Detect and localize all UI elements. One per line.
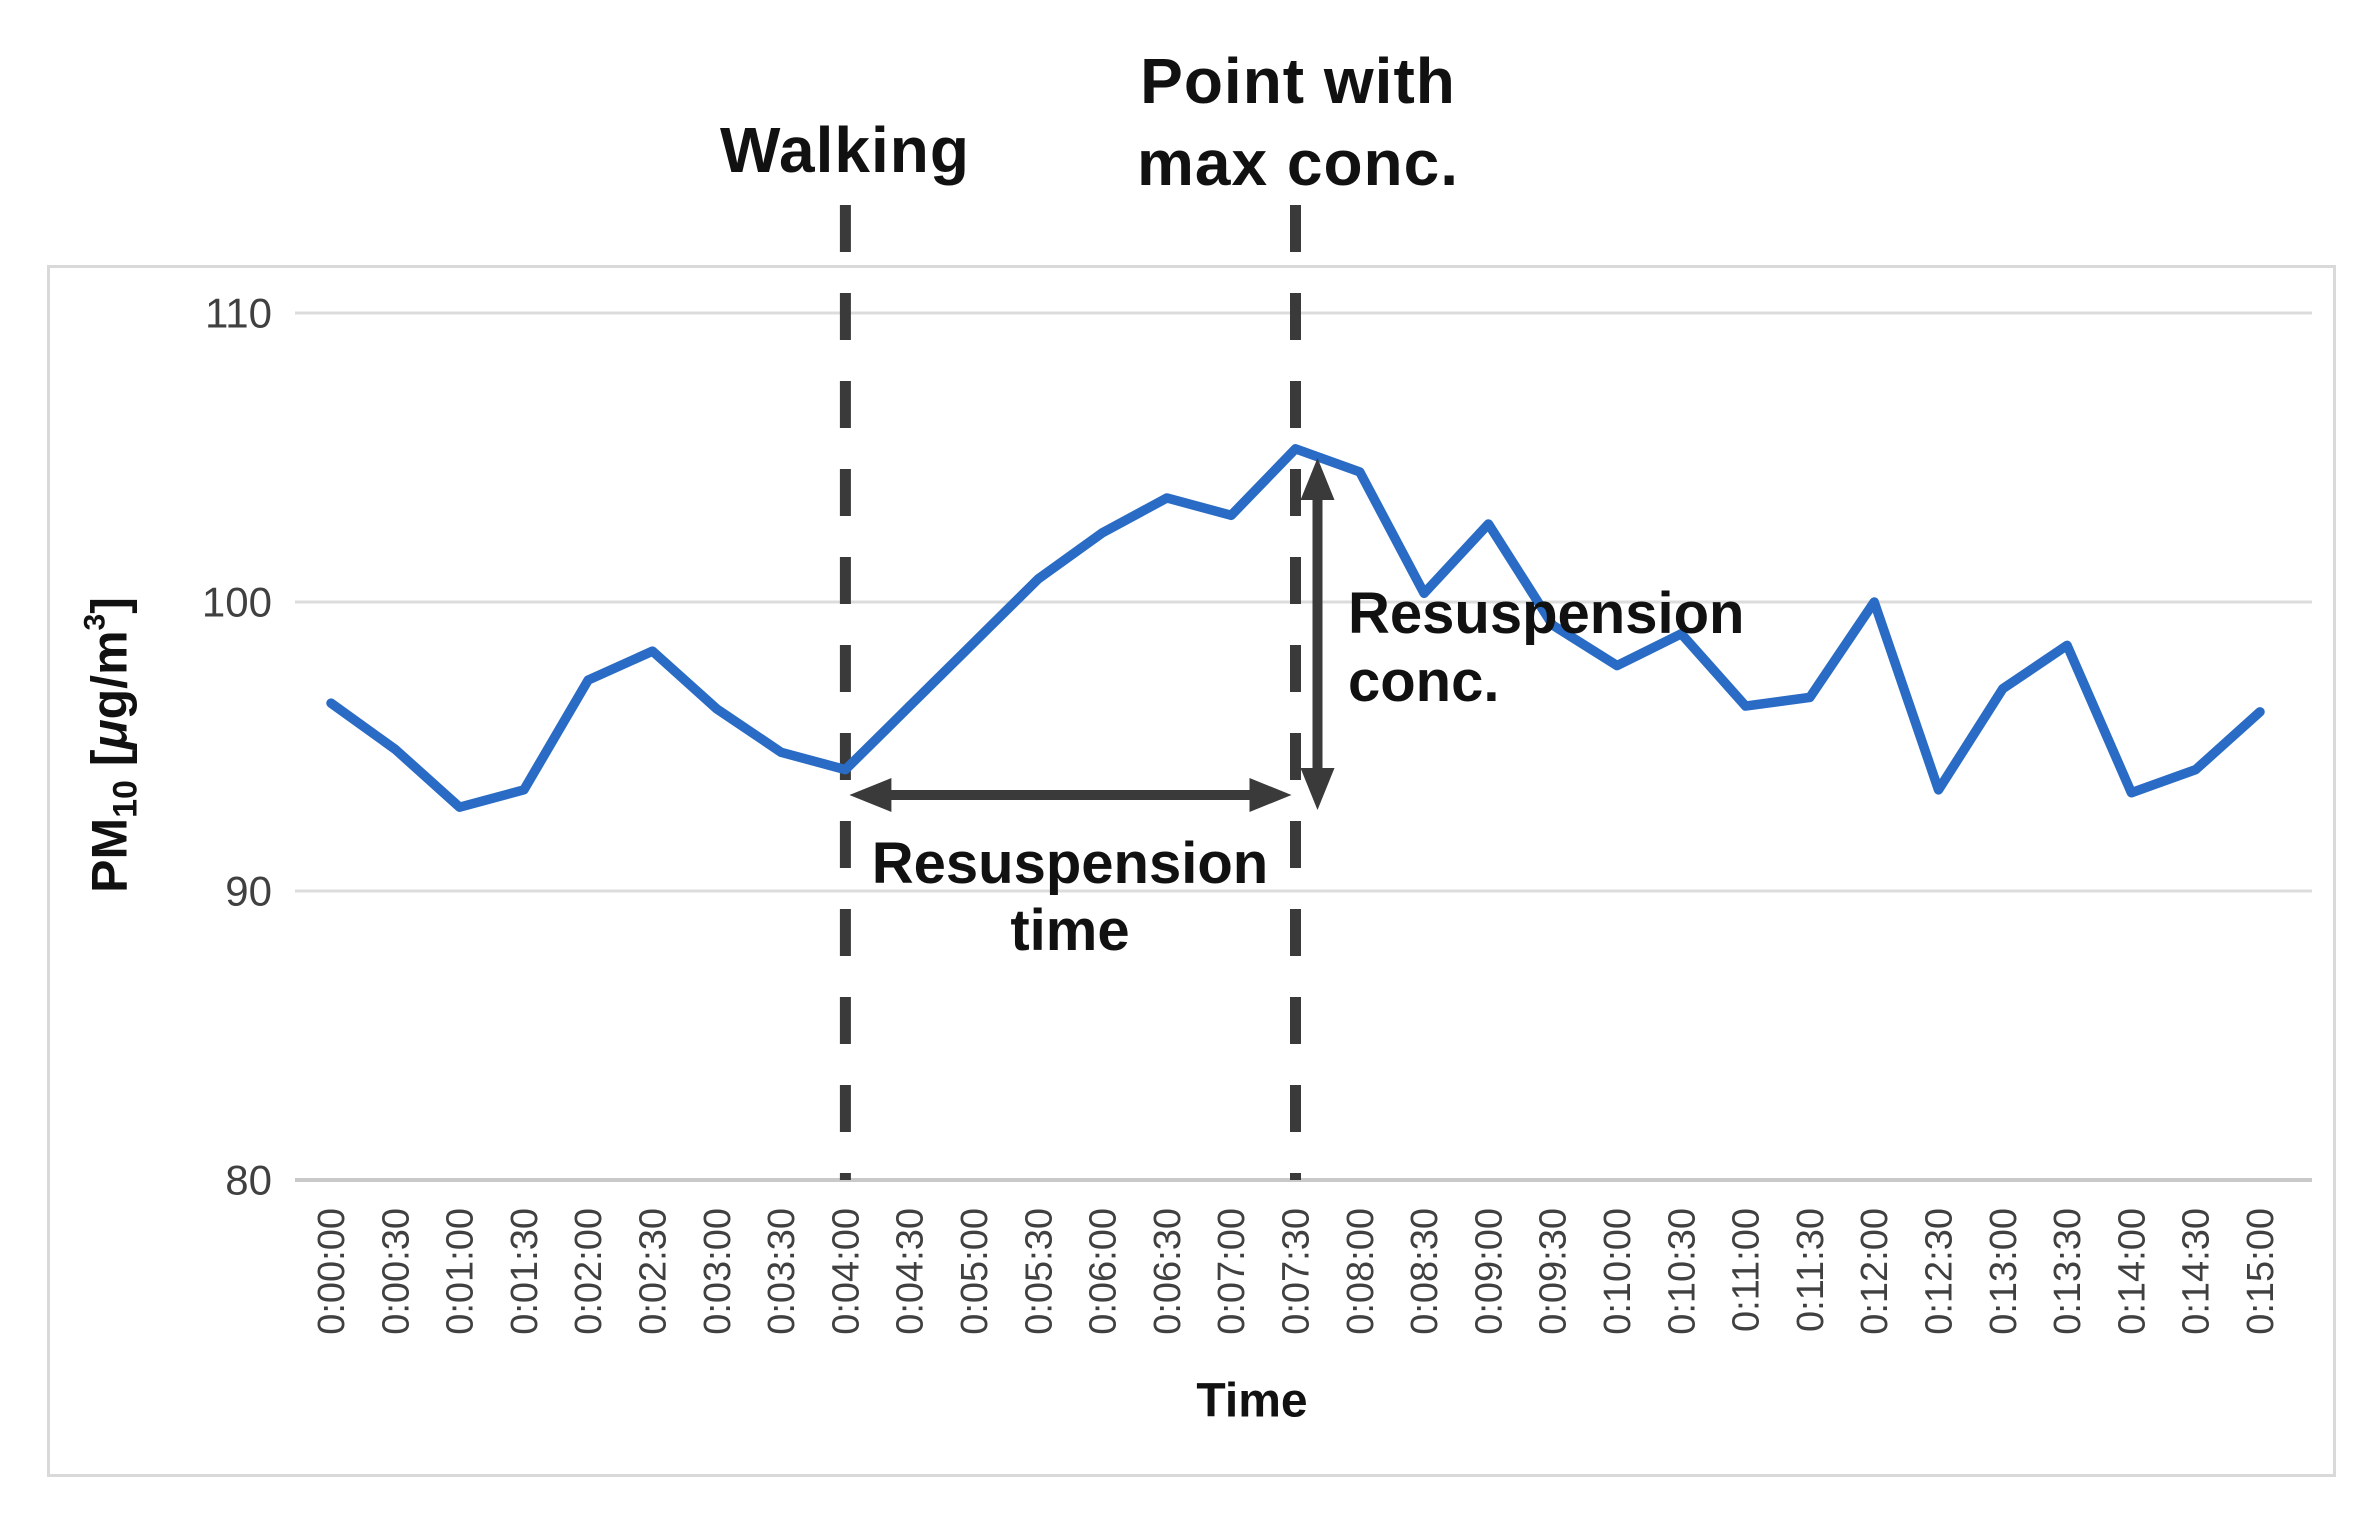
pm10-data-line: [326, 444, 2265, 812]
y-axis-title: PM10 [μg/m3]: [79, 597, 146, 893]
y-tick-label-80: 80: [225, 1157, 272, 1204]
x-tick-label-0:03:00: 0:03:00: [697, 1208, 739, 1335]
x-tick-label-0:12:00: 0:12:00: [1854, 1208, 1896, 1335]
x-tick-label-0:10:00: 0:10:00: [1597, 1208, 1639, 1335]
figure-border-box: [47, 265, 2336, 1477]
x-tick-label-0:02:30: 0:02:30: [633, 1208, 675, 1335]
x-tick-label-0:08:30: 0:08:30: [1404, 1208, 1446, 1335]
point-with-max-conc-annotation-label: Point with max conc.: [1137, 40, 1459, 204]
y-axis-title-superscript: 3: [78, 613, 112, 631]
resuspension-conc-arrow: [1300, 458, 1335, 810]
y-axis-title-close-bracket: ]: [81, 597, 138, 614]
y-tick-label-90: 90: [225, 868, 272, 915]
resuspension-conc-line1: Resuspension: [1348, 581, 1745, 646]
x-tick-label-0:01:00: 0:01:00: [440, 1208, 482, 1335]
y-axis-title-unit: g/m: [81, 630, 138, 720]
resuspension-time-line2: time: [1010, 898, 1130, 963]
x-tick-label-0:04:00: 0:04:00: [825, 1208, 867, 1335]
point-max-line2: max conc.: [1136, 127, 1460, 199]
resuspension-time-arrow-head-end: [1249, 778, 1292, 812]
resuspension-conc-annotation-label: Resuspension conc.: [1348, 580, 1744, 716]
x-tick-label-0:01:30: 0:01:30: [504, 1208, 546, 1335]
x-tick-label-0:00:00: 0:00:00: [311, 1208, 353, 1335]
y-axis-title-mu: μ: [81, 719, 138, 750]
resuspension-conc-arrow-head-end: [1300, 768, 1335, 810]
x-tick-label-0:05:00: 0:05:00: [954, 1208, 996, 1335]
x-axis-title-text: Time: [1196, 1374, 1308, 1428]
x-tick-label-0:03:30: 0:03:30: [761, 1208, 803, 1335]
x-tick-label-0:09:00: 0:09:00: [1468, 1208, 1510, 1335]
x-tick-label-0:07:30: 0:07:30: [1276, 1208, 1318, 1335]
y-axis-title-open-bracket: [: [81, 749, 138, 781]
x-tick-label-0:04:30: 0:04:30: [890, 1208, 932, 1335]
walking-annotation-text: Walking: [720, 114, 970, 186]
x-axis-title: Time: [1196, 1374, 1307, 1429]
x-tick-label-0:00:30: 0:00:30: [375, 1208, 417, 1335]
x-tick-label-0:08:00: 0:08:00: [1340, 1208, 1382, 1335]
x-tick-label-0:13:30: 0:13:30: [2047, 1208, 2089, 1335]
x-tick-label-0:14:00: 0:14:00: [2111, 1208, 2153, 1335]
x-tick-label-0:11:30: 0:11:30: [1790, 1208, 1832, 1332]
x-tick-label-0:13:00: 0:13:00: [1983, 1208, 2025, 1335]
x-tick-label-0:05:30: 0:05:30: [1018, 1208, 1060, 1335]
x-tick-label-0:14:30: 0:14:30: [2176, 1208, 2218, 1335]
x-tick-label-0:11:00: 0:11:00: [1726, 1208, 1768, 1332]
walking-annotation-label: Walking: [720, 113, 970, 187]
resuspension-time-arrow: [849, 778, 1292, 812]
resuspension-time-annotation-label: Resuspension time: [872, 830, 1268, 964]
x-tick-label-0:09:30: 0:09:30: [1533, 1208, 1575, 1335]
x-tick-label-0:07:00: 0:07:00: [1211, 1208, 1253, 1335]
x-tick-label-0:06:30: 0:06:30: [1147, 1208, 1189, 1335]
x-tick-label-0:06:00: 0:06:00: [1083, 1208, 1125, 1335]
resuspension-time-line1: Resuspension: [871, 831, 1269, 896]
x-tick-label-0:12:30: 0:12:30: [1919, 1208, 1961, 1335]
y-axis-title-base: PM: [81, 817, 138, 893]
y-tick-label-100: 100: [202, 579, 272, 626]
resuspension-conc-line2: conc.: [1348, 649, 1500, 714]
y-tick-label-110: 110: [205, 290, 272, 337]
resuspension-time-arrow-head-start: [849, 778, 892, 812]
x-tick-label-0:15:00: 0:15:00: [2240, 1208, 2282, 1335]
point-max-line1: Point with: [1140, 45, 1456, 117]
resuspension-conc-arrow-head-start: [1300, 458, 1335, 500]
x-tick-label-0:02:00: 0:02:00: [568, 1208, 610, 1335]
x-tick-label-0:10:30: 0:10:30: [1661, 1208, 1703, 1335]
y-axis-title-subscript: 10: [106, 780, 145, 818]
